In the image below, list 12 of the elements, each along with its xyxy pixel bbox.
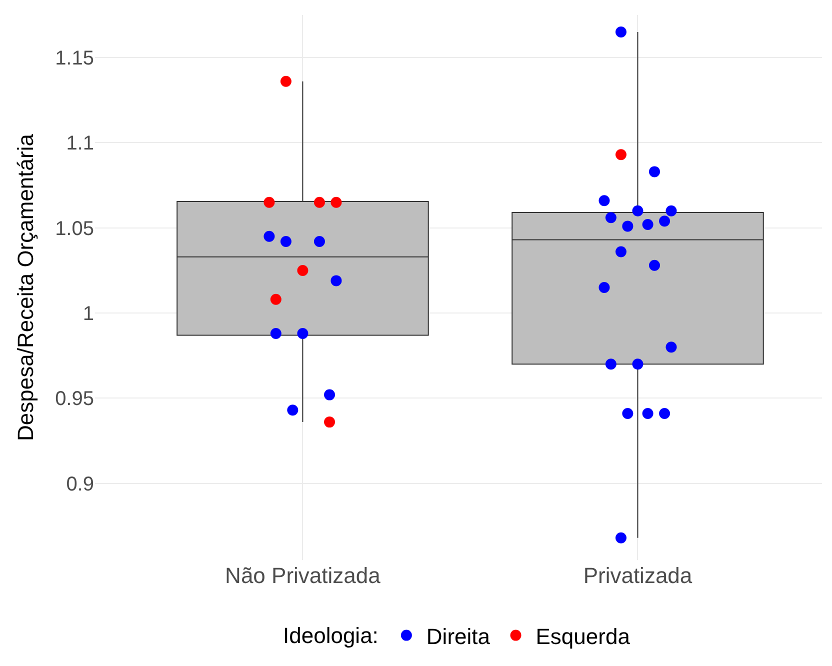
y-tick-label: 1.15 (55, 48, 94, 70)
y-tick-label: 1.1 (66, 132, 94, 155)
legend-label: Direita (426, 624, 491, 649)
legend-label: Esquerda (536, 624, 631, 649)
y-tick-label: 1.05 (55, 218, 94, 240)
y-axis-title: Despesa/Receita Orçamentária (12, 133, 38, 441)
y-tick-label: 0.95 (55, 388, 94, 410)
y-tick-label: 0.9 (66, 473, 94, 496)
y-tick-label: 1 (82, 303, 94, 326)
legend-title: Ideologia: (283, 623, 378, 648)
x-tick-label: Não Privatizada (225, 563, 382, 588)
x-tick-label: Privatizada (583, 563, 693, 588)
